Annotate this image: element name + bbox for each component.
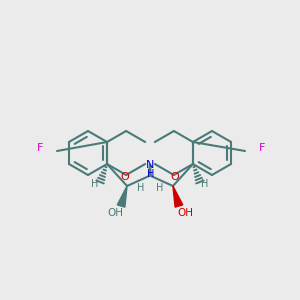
Text: H: H (92, 179, 99, 189)
Text: OH: OH (177, 208, 193, 218)
Text: O: O (170, 172, 179, 182)
Text: F: F (37, 143, 43, 153)
Text: O: O (121, 172, 130, 182)
Text: N: N (146, 160, 154, 170)
Polygon shape (173, 186, 183, 207)
Polygon shape (117, 186, 127, 207)
Text: H: H (147, 169, 155, 179)
Text: H: H (137, 183, 145, 193)
Text: F: F (259, 143, 265, 153)
Text: H: H (201, 179, 208, 189)
Text: H: H (156, 183, 164, 193)
Text: OH: OH (107, 208, 123, 218)
